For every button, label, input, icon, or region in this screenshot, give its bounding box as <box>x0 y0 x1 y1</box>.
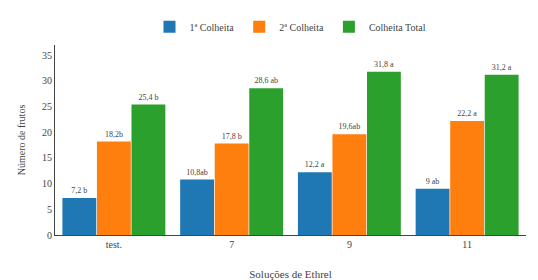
svg-text:5: 5 <box>47 204 52 215</box>
svg-text:Colheita Total: Colheita Total <box>369 22 426 33</box>
svg-text:7,2 b: 7,2 b <box>71 186 87 195</box>
svg-text:18,2b: 18,2b <box>105 130 123 139</box>
svg-text:31,2 a: 31,2 a <box>492 63 512 72</box>
svg-text:20: 20 <box>42 127 52 138</box>
svg-text:1ª Colheita: 1ª Colheita <box>190 22 235 33</box>
svg-text:9: 9 <box>347 239 352 250</box>
svg-text:31,8 a: 31,8 a <box>374 60 394 69</box>
svg-text:9 ab: 9 ab <box>426 177 440 186</box>
svg-text:25: 25 <box>42 101 52 112</box>
svg-text:2ª Colheita: 2ª Colheita <box>279 22 324 33</box>
svg-text:Soluções de Ethrel: Soluções de Ethrel <box>249 268 331 280</box>
svg-text:25,4 b: 25,4 b <box>138 93 158 102</box>
svg-text:30: 30 <box>42 75 52 86</box>
svg-text:12,2 a: 12,2 a <box>305 160 325 169</box>
svg-text:15: 15 <box>42 152 52 163</box>
svg-text:11: 11 <box>462 239 472 250</box>
svg-text:test.: test. <box>106 239 122 250</box>
svg-text:7: 7 <box>229 239 234 250</box>
svg-text:19,6ab: 19,6ab <box>339 122 361 131</box>
svg-text:0: 0 <box>47 230 52 241</box>
svg-text:35: 35 <box>42 50 52 61</box>
svg-text:Número de frutos: Número de frutos <box>16 105 27 176</box>
svg-text:22,2 a: 22,2 a <box>457 109 477 118</box>
svg-text:28,6 ab: 28,6 ab <box>254 76 278 85</box>
svg-text:10,8ab: 10,8ab <box>186 168 208 177</box>
svg-text:10: 10 <box>42 178 52 189</box>
svg-text:17,8 b: 17,8 b <box>222 132 242 141</box>
